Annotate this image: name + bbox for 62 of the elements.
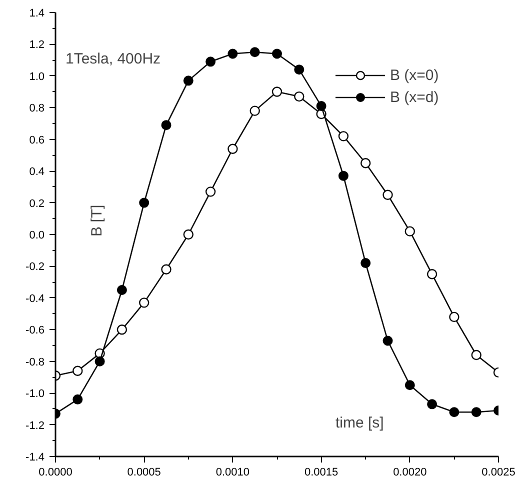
y-tick-label: 0.0 bbox=[29, 230, 45, 242]
x-tick-label: 0.0015 bbox=[304, 466, 338, 478]
point bbox=[294, 91, 304, 102]
point bbox=[360, 158, 371, 168]
x-axis-title: time [s] bbox=[336, 414, 384, 432]
point bbox=[471, 407, 482, 418]
point bbox=[228, 144, 238, 154]
point bbox=[272, 86, 282, 97]
point bbox=[427, 399, 438, 410]
x-tick-label: 0.0005 bbox=[127, 466, 161, 478]
point bbox=[471, 350, 482, 360]
point bbox=[139, 198, 150, 208]
y-tick-label: -0.6 bbox=[26, 324, 45, 337]
y-tick-label: -1.4 bbox=[26, 452, 45, 464]
point bbox=[161, 120, 172, 130]
point bbox=[94, 356, 105, 366]
text: 1Tesla, 400Hz bbox=[66, 50, 161, 68]
point bbox=[228, 48, 238, 59]
x-tick-label: 0.0010 bbox=[216, 466, 250, 478]
point bbox=[316, 101, 326, 112]
point bbox=[426, 269, 438, 280]
y-axis-title: B [T] bbox=[88, 204, 106, 236]
point bbox=[360, 258, 371, 268]
point bbox=[382, 336, 393, 346]
legend-label: B (x=0) bbox=[390, 66, 439, 84]
point bbox=[250, 47, 260, 58]
y-tick-label: 0.4 bbox=[29, 166, 45, 178]
point bbox=[72, 366, 83, 376]
point bbox=[161, 264, 172, 274]
point bbox=[404, 226, 415, 236]
y-tick-label: -0.4 bbox=[26, 292, 45, 305]
point bbox=[250, 106, 260, 116]
point bbox=[404, 380, 415, 390]
y-tick-label: -1.0 bbox=[26, 388, 45, 400]
point bbox=[294, 64, 304, 75]
y-tick-label: 0.8 bbox=[29, 102, 45, 115]
y-tick-label: 0.6 bbox=[29, 134, 45, 146]
y-tick-label: 1.4 bbox=[29, 8, 45, 20]
x-tick-label: 0.0000 bbox=[38, 466, 72, 478]
legend-label: B (x=d) bbox=[390, 88, 439, 106]
point bbox=[449, 407, 460, 418]
point bbox=[338, 170, 348, 181]
point bbox=[72, 394, 83, 404]
point bbox=[116, 324, 128, 335]
point bbox=[183, 229, 194, 240]
y-tick-label: -0.8 bbox=[26, 356, 45, 368]
y-tick-label: 0.2 bbox=[29, 198, 45, 210]
y-tick-label: -1.2 bbox=[26, 420, 45, 432]
y-tick-label: -0.2 bbox=[26, 261, 45, 274]
point bbox=[205, 186, 216, 197]
x-tick-label: 0.0020 bbox=[393, 466, 427, 478]
point bbox=[139, 298, 150, 308]
point bbox=[449, 312, 460, 322]
y-tick-label: 1.2 bbox=[29, 39, 45, 52]
point bbox=[382, 190, 393, 200]
point bbox=[272, 48, 282, 59]
point bbox=[116, 285, 127, 295]
point bbox=[206, 56, 216, 67]
point bbox=[338, 131, 349, 142]
point bbox=[183, 76, 194, 86]
x-tick-label: 0.0025 bbox=[482, 466, 516, 478]
y-tick-label: 1.0 bbox=[29, 70, 45, 83]
